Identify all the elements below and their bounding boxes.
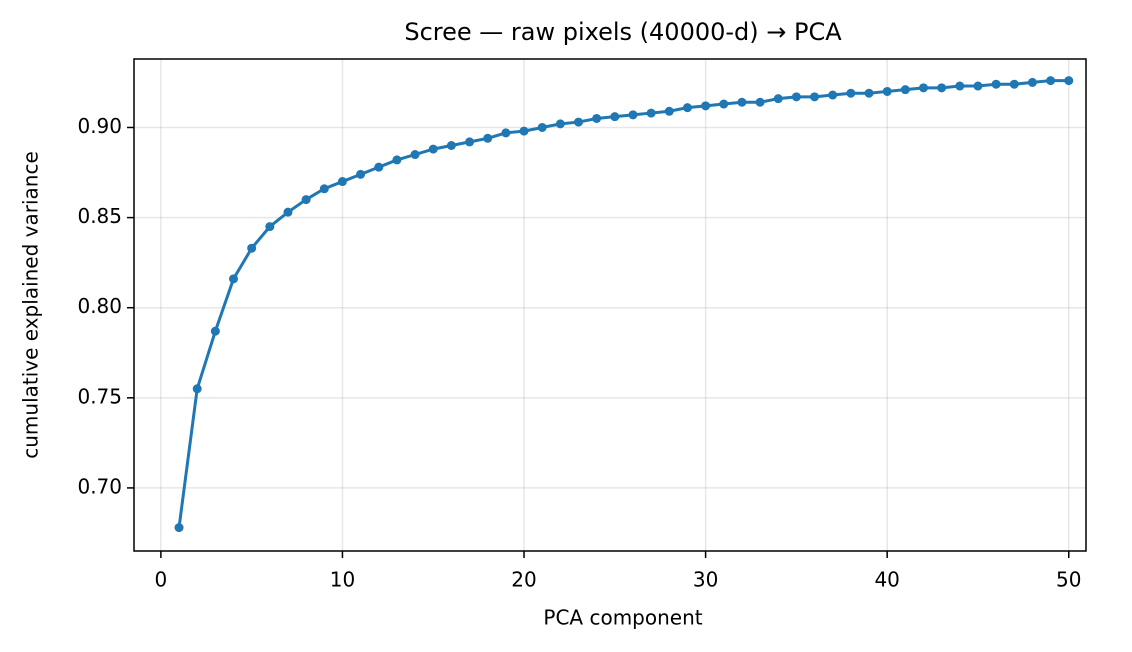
x-tick-label: 20 — [511, 568, 536, 592]
data-point — [592, 113, 602, 123]
data-point — [519, 126, 529, 136]
x-tick-label: 10 — [330, 568, 355, 592]
y-tick-label: 0.75 — [77, 384, 122, 408]
data-point — [247, 243, 257, 253]
x-tick-label: 30 — [693, 568, 718, 592]
data-point — [465, 137, 475, 147]
data-point — [991, 79, 1001, 89]
data-point — [719, 99, 729, 109]
plot-frame — [133, 58, 1087, 552]
data-point — [682, 103, 692, 113]
data-point — [937, 83, 947, 93]
data-point — [610, 112, 620, 122]
data-point — [773, 94, 783, 104]
data-point — [210, 326, 220, 336]
data-point — [265, 222, 275, 232]
data-point — [664, 106, 674, 116]
data-point — [446, 141, 456, 151]
data-point — [392, 155, 402, 165]
data-point — [283, 207, 293, 217]
y-tick-label: 0.80 — [77, 294, 122, 318]
data-point — [537, 122, 547, 132]
data-point — [174, 523, 184, 533]
x-axis-label: PCA component — [543, 606, 702, 630]
data-point — [1046, 76, 1056, 86]
data-point — [864, 88, 874, 98]
data-point — [1064, 76, 1074, 86]
data-point — [555, 119, 565, 129]
data-point — [301, 195, 311, 205]
data-point — [573, 117, 583, 127]
data-point — [374, 162, 384, 172]
y-tick-label: 0.70 — [77, 474, 122, 498]
data-point — [955, 81, 965, 91]
data-point — [737, 97, 747, 107]
data-point — [356, 169, 366, 179]
x-tick-label: 50 — [1056, 568, 1081, 592]
data-point — [337, 177, 347, 187]
data-point — [882, 86, 892, 96]
x-tick-label: 40 — [874, 568, 899, 592]
x-tick-label: 0 — [155, 568, 168, 592]
data-point — [701, 101, 711, 111]
y-axis-label: cumulative explained variance — [19, 151, 43, 459]
data-point — [1009, 79, 1019, 89]
data-point — [483, 133, 493, 143]
y-tick-label: 0.85 — [77, 204, 122, 228]
data-point — [319, 184, 329, 194]
data-point — [828, 90, 838, 100]
chart-title: Scree — raw pixels (40000-d) → PCA — [404, 18, 842, 46]
data-point — [628, 110, 638, 120]
data-point — [501, 128, 511, 138]
data-point — [1027, 77, 1037, 87]
data-point — [918, 83, 928, 93]
data-point — [410, 150, 420, 160]
data-point — [192, 384, 202, 394]
data-point — [229, 274, 239, 284]
data-point — [810, 92, 820, 102]
y-tick-label: 0.90 — [77, 114, 122, 138]
data-point — [846, 88, 856, 98]
series-line — [177, 79, 1069, 528]
data-point — [755, 97, 765, 107]
data-point — [646, 108, 656, 118]
data-point — [900, 85, 910, 95]
data-point — [428, 144, 438, 154]
data-point — [973, 81, 983, 91]
data-point — [791, 92, 801, 102]
